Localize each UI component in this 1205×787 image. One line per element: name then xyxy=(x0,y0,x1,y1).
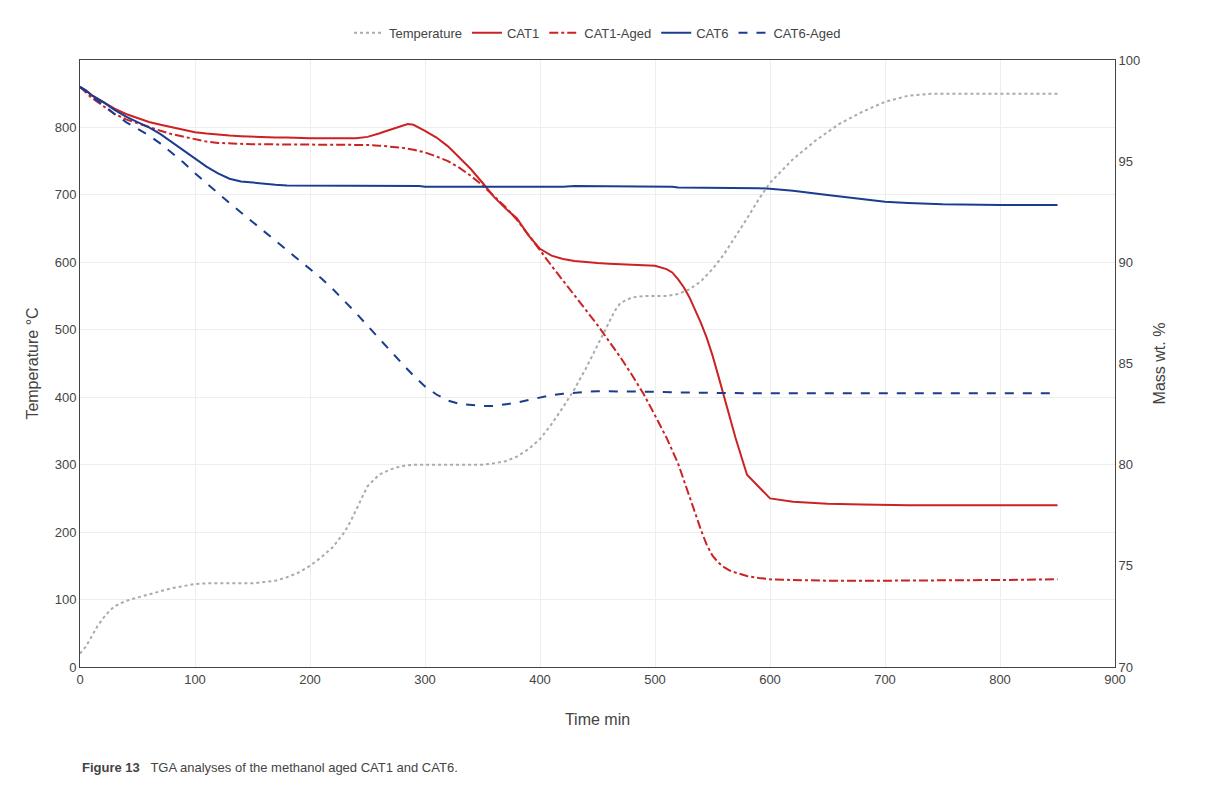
svg-text:CAT1: CAT1 xyxy=(507,26,539,41)
svg-text:CAT6: CAT6 xyxy=(696,26,728,41)
svg-text:500: 500 xyxy=(55,322,77,337)
svg-text:600: 600 xyxy=(55,255,77,270)
svg-text:0: 0 xyxy=(69,660,76,675)
svg-text:Time min: Time min xyxy=(565,711,630,728)
svg-text:700: 700 xyxy=(874,672,896,687)
svg-text:200: 200 xyxy=(299,672,321,687)
svg-text:500: 500 xyxy=(644,672,666,687)
svg-text:85: 85 xyxy=(1119,356,1133,371)
svg-text:300: 300 xyxy=(55,457,77,472)
svg-text:100: 100 xyxy=(184,672,206,687)
svg-text:Temperature °C: Temperature °C xyxy=(24,307,41,419)
svg-text:80: 80 xyxy=(1119,457,1133,472)
svg-text:Temperature: Temperature xyxy=(389,26,462,41)
svg-text:Mass wt. %: Mass wt. % xyxy=(1151,323,1168,405)
svg-text:900: 900 xyxy=(1104,672,1126,687)
svg-text:100: 100 xyxy=(1119,53,1141,68)
svg-text:800: 800 xyxy=(55,120,77,135)
svg-text:300: 300 xyxy=(414,672,436,687)
svg-text:700: 700 xyxy=(55,187,77,202)
svg-text:0: 0 xyxy=(76,672,83,687)
svg-text:800: 800 xyxy=(989,672,1011,687)
svg-text:600: 600 xyxy=(759,672,781,687)
svg-text:75: 75 xyxy=(1119,558,1133,573)
svg-text:70: 70 xyxy=(1119,660,1133,675)
svg-text:400: 400 xyxy=(55,390,77,405)
svg-text:Figure 13 TGA analyses of th: Figure 13 TGA analyses of the methanol a… xyxy=(82,760,458,775)
svg-text:400: 400 xyxy=(529,672,551,687)
svg-text:90: 90 xyxy=(1119,255,1133,270)
svg-text:95: 95 xyxy=(1119,154,1133,169)
svg-text:CAT6-Aged: CAT6-Aged xyxy=(773,26,840,41)
svg-text:200: 200 xyxy=(55,525,77,540)
svg-text:CAT1-Aged: CAT1-Aged xyxy=(584,26,651,41)
svg-text:100: 100 xyxy=(55,592,77,607)
